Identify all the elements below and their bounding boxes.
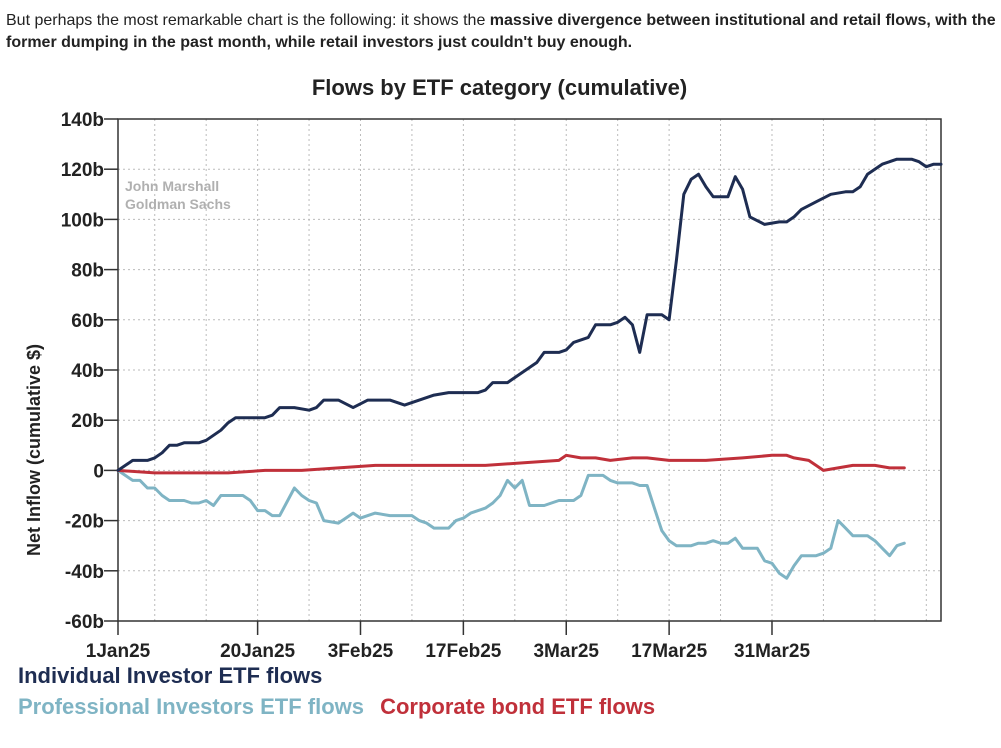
legend-individual: Individual Investor ETF flows [18,663,323,688]
legend-corporate: Corporate bond ETF flows [380,694,656,719]
flows-chart: Flows by ETF category (cumulative) John M… [24,75,943,662]
y-tick-label: 80b [71,261,104,282]
y-tick-label: 20b [71,411,104,432]
y-axis-label: Net Inflow (cumulative $) [24,344,44,556]
legend-row-1: Individual Investor ETF flows [18,663,332,689]
x-tick-label: 17Feb25 [425,641,501,662]
x-tick-label: 20Jan25 [220,641,295,662]
watermark-text: Goldman Sachs [125,196,231,212]
y-tick-label: 0 [93,461,104,482]
y-tick-label: 120b [61,160,104,181]
x-tick-label: 3Feb25 [328,641,394,662]
y-tick-label: -40b [65,562,104,583]
x-tick-label: 1Jan25 [86,641,151,662]
intro-paragraph: But perhaps the most remarkable chart is… [6,10,996,54]
intro-bold-text: massive divergence between institutional… [6,12,996,51]
series-line-2 [116,453,906,475]
y-tick-label: 40b [71,361,104,382]
y-tick-label: -20b [65,512,104,533]
intro-text: But perhaps the most remarkable chart is… [6,12,490,29]
x-tick-label: 3Mar25 [533,641,599,662]
y-tick-label: 60b [71,311,104,332]
watermark-text: John Marshall [125,178,219,194]
y-tick-label: -60b [65,612,104,633]
legend-row-2: Professional Investors ETF flows Corpora… [18,694,665,720]
x-tick-label: 31Mar25 [734,641,810,662]
legend-professional: Professional Investors ETF flows [18,694,364,719]
series-line-1 [116,468,906,580]
x-tick-label: 17Mar25 [631,641,707,662]
y-tick-label: 140b [61,110,104,131]
series-line-0 [116,157,943,472]
y-tick-label: 100b [61,210,104,231]
chart-title: Flows by ETF category (cumulative) [312,75,687,100]
